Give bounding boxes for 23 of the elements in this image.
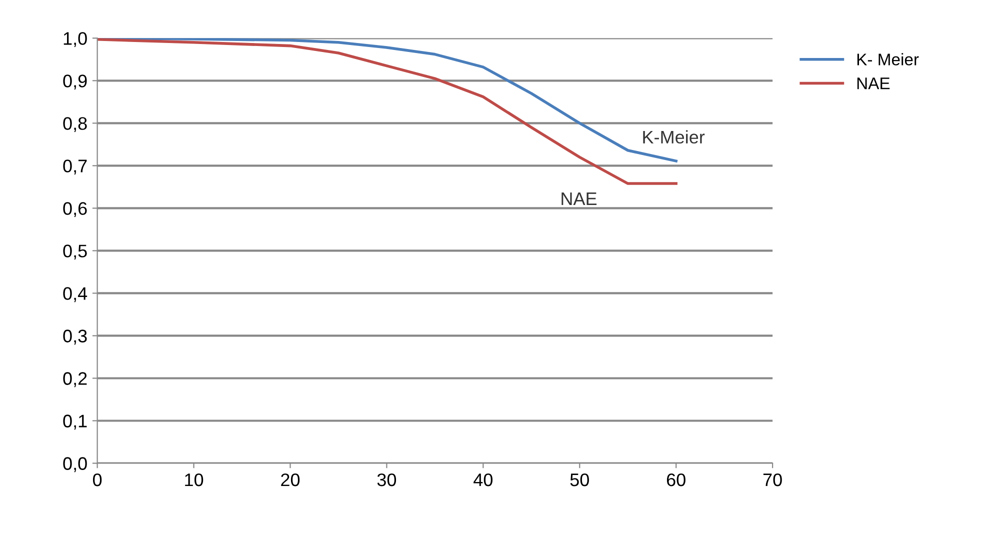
y-tick-label: 0,2 bbox=[63, 372, 87, 388]
y-tick-label: 0,3 bbox=[63, 330, 87, 345]
y-tick-label: 0,6 bbox=[63, 202, 87, 218]
y-tick-label: 0,5 bbox=[63, 244, 87, 260]
x-tick-label: 20 bbox=[281, 473, 300, 486]
y-tick-label: 0,8 bbox=[63, 117, 87, 132]
x-tick-label: 50 bbox=[570, 473, 589, 486]
legend-label: K- Meier bbox=[857, 53, 919, 66]
y-tick-label: 0,0 bbox=[63, 457, 87, 472]
x-tick-label: 0 bbox=[93, 473, 102, 486]
y-tick-label: 0,9 bbox=[63, 74, 87, 90]
legend-label: NAE bbox=[857, 78, 890, 90]
y-tick-label: 0,1 bbox=[63, 414, 87, 430]
x-tick-label: 70 bbox=[763, 473, 782, 486]
x-tick-label: 30 bbox=[377, 473, 396, 486]
x-tick-label: 40 bbox=[474, 473, 492, 486]
x-tick-label: 60 bbox=[666, 473, 686, 486]
annotation: K-Meier bbox=[643, 130, 705, 144]
y-tick-label: 1,0 bbox=[64, 32, 87, 48]
x-tick-label: 10 bbox=[185, 473, 204, 486]
y-tick-label: 0,7 bbox=[63, 160, 87, 175]
annotation: NAE bbox=[562, 192, 597, 205]
y-tick-label: 0,4 bbox=[63, 287, 88, 302]
